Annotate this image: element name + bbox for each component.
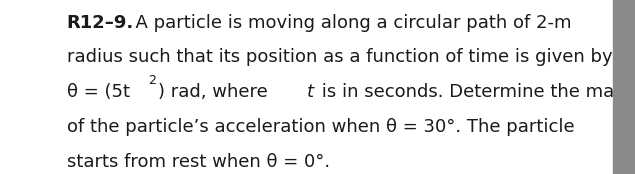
Text: of the particle’s acceleration when θ = 30°. The particle: of the particle’s acceleration when θ = … bbox=[67, 118, 574, 136]
Text: is in seconds. Determine the magnitude: is in seconds. Determine the magnitude bbox=[316, 83, 635, 101]
Text: radius such that its position as a function of time is given by: radius such that its position as a funct… bbox=[67, 48, 612, 66]
Text: ) rad, where: ) rad, where bbox=[158, 83, 274, 101]
Text: starts from rest when θ = 0°.: starts from rest when θ = 0°. bbox=[67, 153, 330, 171]
Bar bbox=[613, 0, 635, 174]
Text: R12–9.: R12–9. bbox=[67, 14, 134, 32]
Text: θ = (5t: θ = (5t bbox=[67, 83, 130, 101]
Text: 2: 2 bbox=[148, 74, 156, 86]
Text: A particle is moving along a circular path of 2-m: A particle is moving along a circular pa… bbox=[124, 14, 572, 32]
Text: t: t bbox=[307, 83, 314, 101]
